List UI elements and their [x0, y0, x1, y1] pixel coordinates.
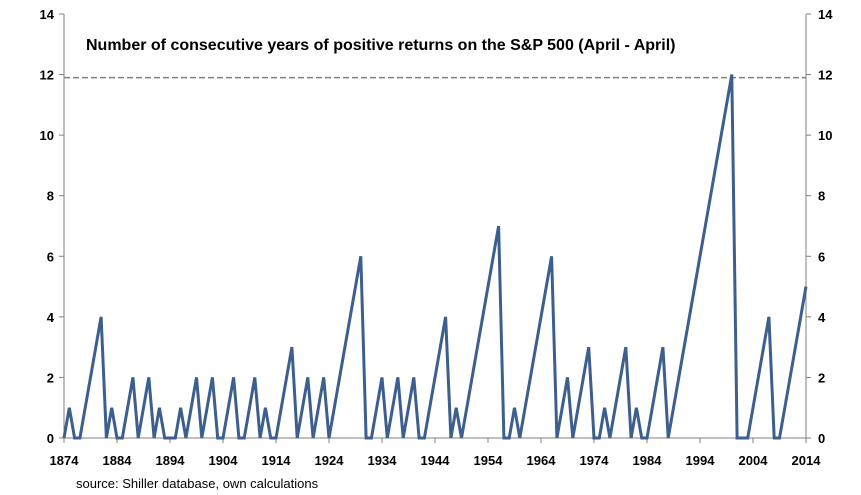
x-tick-label: 1894 [156, 453, 186, 468]
y-tick-label-right: 2 [818, 370, 825, 385]
x-tick-label: 1884 [103, 453, 133, 468]
x-tick-label: 1944 [421, 453, 451, 468]
y-tick-label-left: 8 [47, 189, 54, 204]
y-tick-label-left: 10 [40, 128, 54, 143]
x-tick-label: 1934 [368, 453, 398, 468]
x-tick-label: 1964 [527, 453, 557, 468]
x-tick-label: 2014 [792, 453, 822, 468]
y-tick-label-left: 14 [40, 7, 55, 22]
x-tick-label: 1974 [580, 453, 610, 468]
y-tick-label-left: 6 [47, 249, 54, 264]
y-tick-label-left: 0 [47, 431, 54, 446]
x-tick-label: 1874 [50, 453, 80, 468]
y-tick-label-right: 6 [818, 249, 825, 264]
y-tick-label-left: 12 [40, 68, 54, 83]
y-tick-label-right: 14 [818, 7, 833, 22]
y-tick-label-right: 4 [818, 310, 826, 325]
y-tick-label-right: 0 [818, 431, 825, 446]
y-tick-label-left: 2 [47, 370, 54, 385]
x-tick-label: 1904 [209, 453, 239, 468]
x-tick-label: 1924 [315, 453, 345, 468]
y-tick-label-left: 4 [47, 310, 55, 325]
source-note: source: Shiller database, own calculatio… [76, 476, 319, 491]
x-tick-label: 2004 [739, 453, 769, 468]
chart-title: Number of consecutive years of positive … [86, 37, 675, 54]
x-tick-label: 1994 [686, 453, 716, 468]
y-tick-label-right: 12 [818, 68, 832, 83]
series-line [62, 74, 808, 440]
x-tick-label: 1984 [633, 453, 663, 468]
x-tick-label: 1914 [262, 453, 292, 468]
x-tick-label: 1954 [474, 453, 504, 468]
y-tick-label-right: 8 [818, 189, 825, 204]
y-tick-label-right: 10 [818, 128, 832, 143]
